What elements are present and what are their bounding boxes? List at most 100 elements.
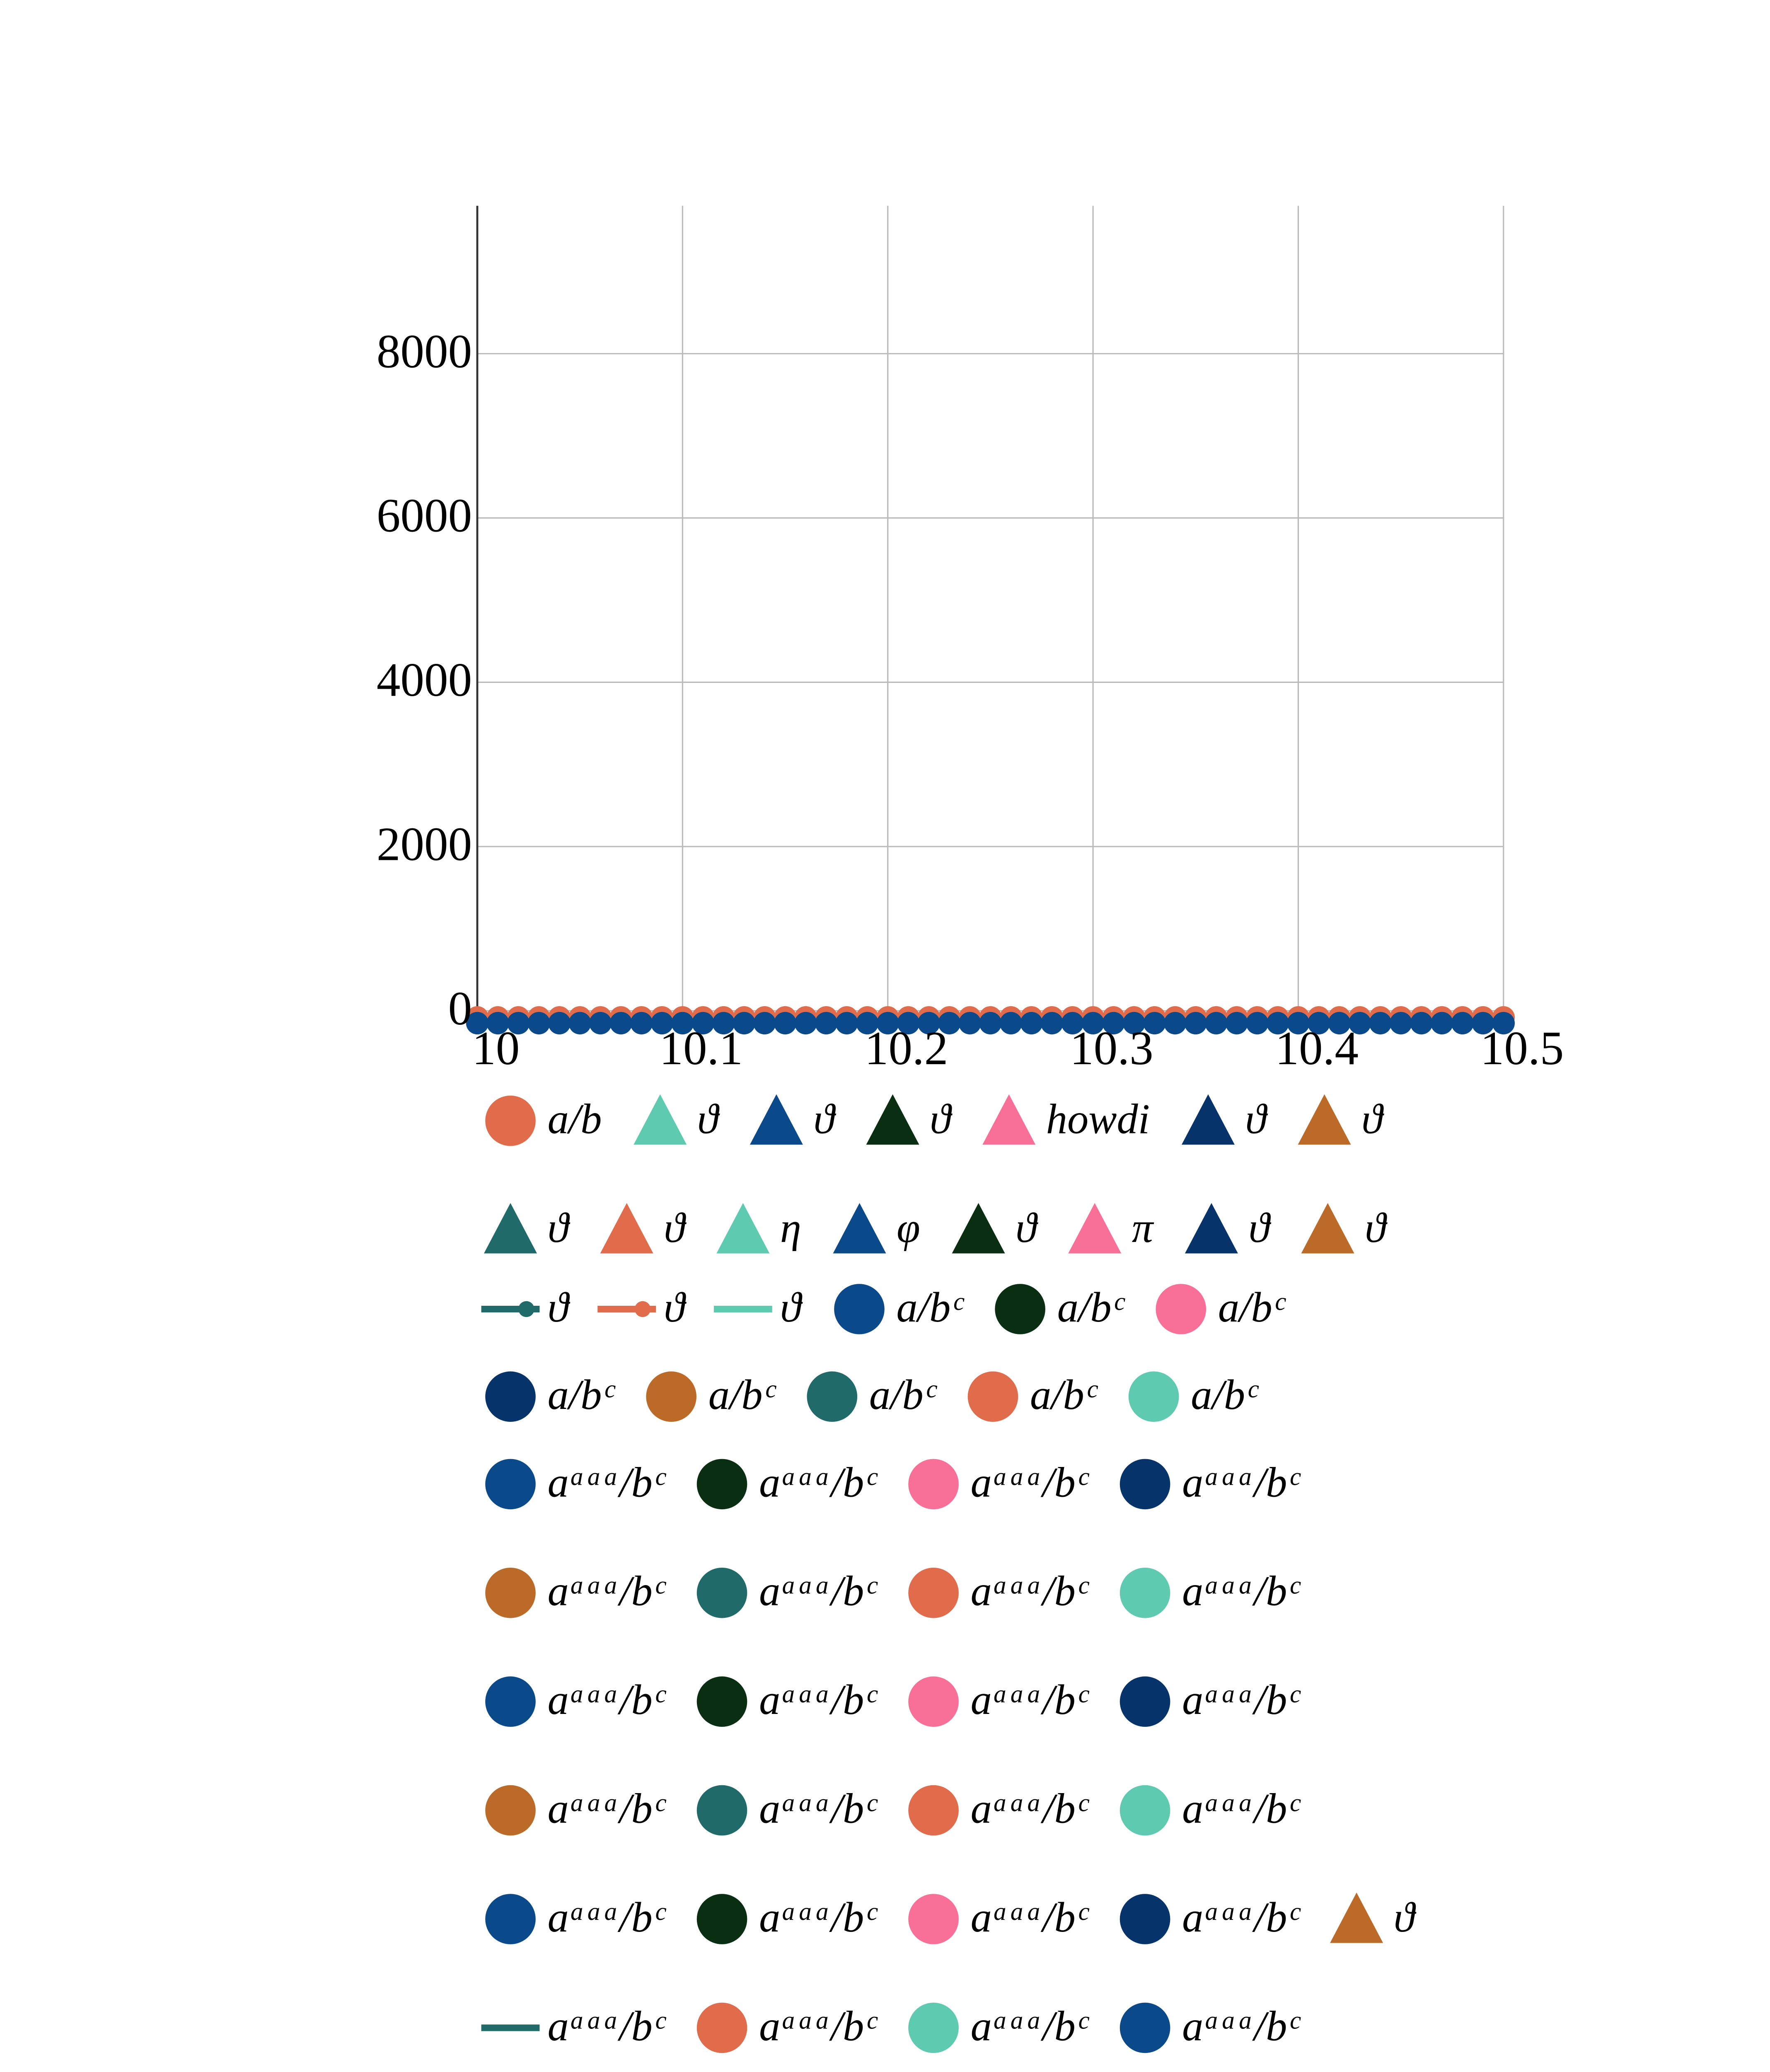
legend-item: a/bᶜ	[834, 1284, 965, 1334]
legend-label: ϑ	[1016, 1205, 1038, 1251]
legend-marker	[982, 1094, 1036, 1145]
point	[815, 1012, 838, 1035]
legend-item: a/bᶜ	[646, 1371, 777, 1422]
legend-marker	[908, 1676, 959, 1727]
legend-item: ϑ	[866, 1094, 953, 1145]
legend-marker	[750, 1094, 803, 1145]
legend-marker	[485, 1371, 536, 1422]
legend-label: η	[780, 1205, 801, 1251]
legend-item: aᵃᵃᵃ/bᶜ	[696, 1568, 878, 1618]
legend-marker	[1156, 1284, 1207, 1334]
legend-item: π	[1068, 1203, 1154, 1254]
legend-marker	[696, 1568, 747, 1618]
legend-marker	[696, 2002, 747, 2053]
legend-marker	[485, 1785, 536, 1836]
legend-item: howdi	[982, 1094, 1150, 1145]
legend-label: aᵃᵃᵃ/bᶜ	[548, 1459, 667, 1506]
legend-marker	[1120, 2002, 1170, 2053]
legend-marker	[634, 1094, 687, 1145]
legend-marker	[696, 1894, 747, 1944]
legend-item: ϑ	[750, 1094, 836, 1145]
legend-label: ϑ	[697, 1096, 720, 1143]
y-tick-label: 8000	[377, 324, 472, 378]
point	[1369, 1012, 1392, 1035]
point	[979, 1012, 1002, 1035]
legend-label: aᵃᵃᵃ/bᶜ	[548, 1677, 667, 1723]
legend-marker	[600, 1203, 653, 1254]
point	[1205, 1012, 1228, 1035]
legend-marker	[518, 1301, 534, 1317]
legend-label: howdi	[1046, 1096, 1150, 1143]
legend-marker	[485, 1894, 536, 1944]
legend-label: φ	[897, 1205, 920, 1251]
point	[1410, 1012, 1433, 1035]
legend-label: aᵃᵃᵃ/bᶜ	[548, 2003, 667, 2050]
legend-item: aᵃᵃᵃ/bᶜ	[908, 1785, 1090, 1836]
point	[1266, 1012, 1289, 1035]
legend-item: aᵃᵃᵃ/bᶜ	[908, 1459, 1090, 1510]
point	[897, 1012, 920, 1035]
legend-marker	[908, 2002, 959, 2053]
point	[466, 1012, 489, 1035]
y-tick-label: 6000	[377, 489, 472, 542]
legend-item: ϑ	[481, 1284, 571, 1331]
legend-label: ϑ	[1394, 1894, 1417, 1941]
legend-item: ϑ	[1301, 1203, 1388, 1254]
legend-marker	[1068, 1203, 1122, 1254]
point	[692, 1012, 715, 1035]
point	[938, 1012, 961, 1035]
point	[589, 1012, 612, 1035]
point	[1040, 1012, 1064, 1035]
point	[671, 1012, 694, 1035]
legend-item: ϑ	[597, 1284, 687, 1331]
legend-label: aᵃᵃᵃ/bᶜ	[759, 1677, 878, 1723]
legend-label: aᵃᵃᵃ/bᶜ	[971, 1568, 1090, 1615]
legend-marker	[696, 1785, 747, 1836]
point	[1328, 1012, 1351, 1035]
legend-item: ϑ	[634, 1094, 720, 1145]
point	[1451, 1012, 1474, 1035]
legend-label: ϑ	[548, 1284, 571, 1331]
legend-label: aᵃᵃᵃ/bᶜ	[971, 1677, 1090, 1723]
point	[568, 1012, 591, 1035]
legend: a/b ϑ ϑ ϑ howdi ϑ ϑϑ ϑ η φ ϑ π ϑ ϑϑ ϑ ϑ a/bᶜ a/bᶜ a/bᶜa/bᶜ…	[481, 1094, 1417, 2053]
legend-marker	[1120, 1568, 1170, 1618]
legend-marker	[1120, 1785, 1170, 1836]
point	[1081, 1012, 1105, 1035]
data-marks	[466, 1006, 1515, 1035]
legend-label: aᵃᵃᵃ/bᶜ	[971, 1459, 1090, 1506]
legend-marker	[485, 1459, 536, 1510]
legend-item: aᵃᵃᵃ/bᶜ	[696, 2002, 878, 2053]
point	[733, 1012, 756, 1035]
legend-label: aᵃᵃᵃ/bᶜ	[759, 1459, 878, 1506]
legend-marker	[1120, 1894, 1170, 1944]
legend-marker	[646, 1371, 696, 1422]
legend-marker	[716, 1203, 770, 1254]
point	[1061, 1012, 1084, 1035]
point	[486, 1012, 509, 1035]
legend-item: ϑ	[1298, 1094, 1384, 1145]
point	[1307, 1012, 1330, 1035]
legend-item: aᵃᵃᵃ/bᶜ	[485, 1568, 667, 1618]
point	[1389, 1012, 1412, 1035]
legend-item: aᵃᵃᵃ/bᶜ	[485, 1459, 667, 1510]
legend-marker	[696, 1676, 747, 1727]
legend-label: aᵃᵃᵃ/bᶜ	[1182, 1894, 1301, 1941]
legend-marker	[1330, 1893, 1383, 1943]
legend-item: aᵃᵃᵃ/bᶜ	[485, 1894, 667, 1944]
point	[1225, 1012, 1248, 1035]
legend-marker	[485, 1676, 536, 1727]
x-tick-label: 10.2	[865, 1021, 948, 1075]
legend-item: ϑ	[1181, 1094, 1268, 1145]
legend-marker	[908, 1894, 959, 1944]
legend-item: ϑ	[1330, 1893, 1417, 1943]
legend-label: aᵃᵃᵃ/bᶜ	[548, 1568, 667, 1615]
x-tick-label: 10.1	[659, 1021, 743, 1075]
legend-item: aᵃᵃᵃ/bᶜ	[1120, 1459, 1301, 1510]
legend-item: a/bᶜ	[967, 1371, 1098, 1422]
legend-label: a/bᶜ	[869, 1372, 938, 1418]
legend-label: aᵃᵃᵃ/bᶜ	[971, 2003, 1090, 2050]
point	[1122, 1012, 1146, 1035]
